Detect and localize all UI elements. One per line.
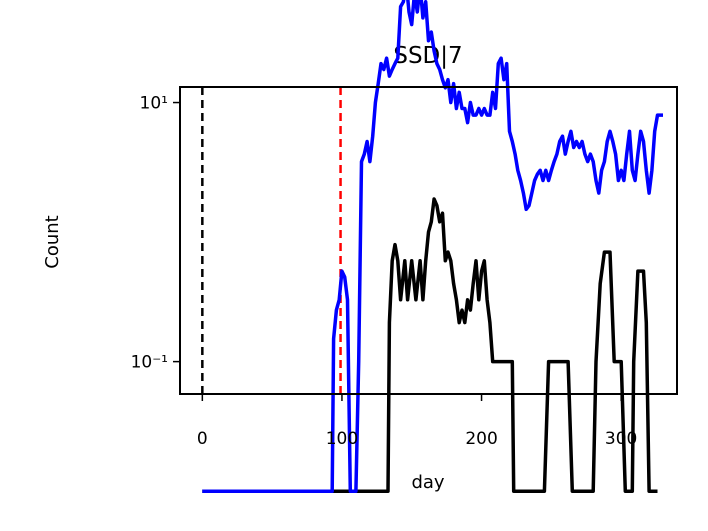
y-axis-label: Count — [42, 215, 63, 268]
series-line-1 — [202, 0, 663, 493]
x-axis-label: day — [411, 472, 444, 493]
x-tick-label-2: 200 — [465, 429, 497, 449]
x-tick-label-0: 0 — [197, 429, 208, 449]
x-axis: 0 100 200 300 — [197, 394, 637, 449]
chart-title: SSD|7 — [393, 43, 462, 69]
plot-area — [201, 0, 663, 493]
x-tick-label-1: 100 — [326, 429, 358, 449]
y-axis: 10⁻¹ 10¹ — [131, 94, 180, 373]
y-tick-label-1: 10¹ — [140, 94, 168, 114]
y-tick-label-0: 10⁻¹ — [131, 353, 168, 373]
x-tick-label-3: 300 — [605, 429, 637, 449]
plot-frame — [179, 86, 678, 395]
series-line-0 — [202, 197, 658, 493]
